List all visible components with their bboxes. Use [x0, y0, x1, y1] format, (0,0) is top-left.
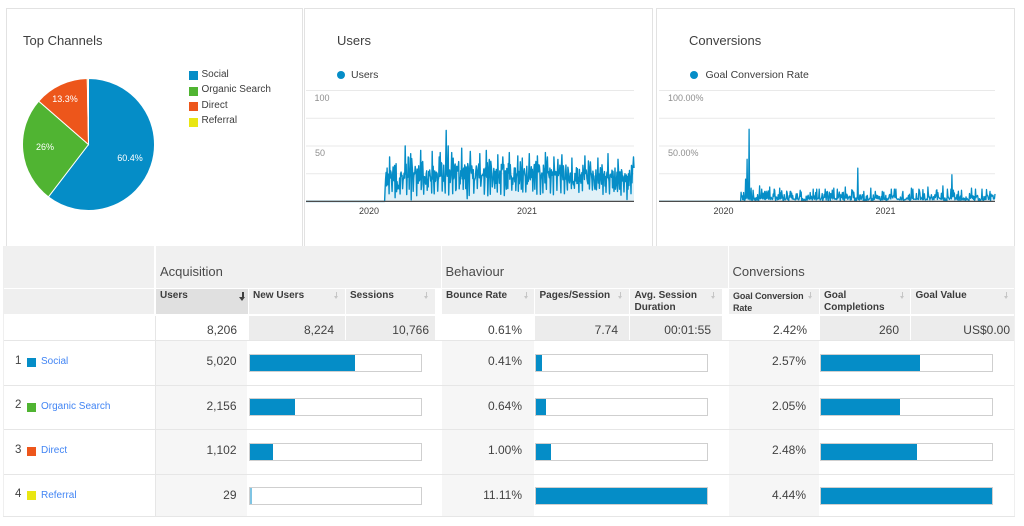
- svg-text:13.3%: 13.3%: [52, 94, 78, 104]
- svg-text:60.4%: 60.4%: [117, 153, 143, 163]
- svg-text:26%: 26%: [36, 142, 54, 152]
